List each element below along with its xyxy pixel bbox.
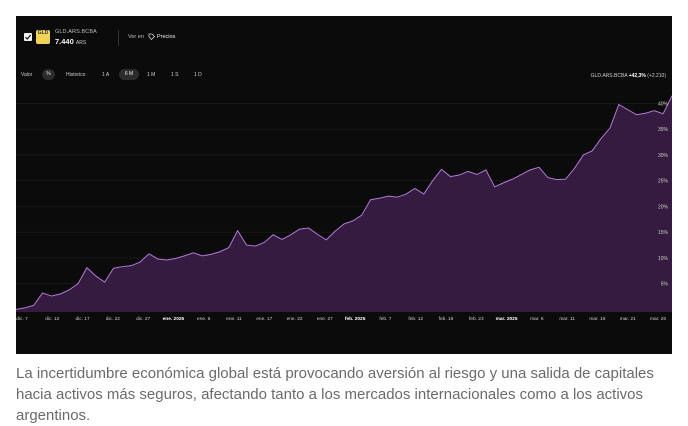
range-1d-button[interactable]: 1 D: [194, 72, 202, 78]
x-tick-label: feb. 2025: [345, 316, 366, 322]
y-tick-label: 40%: [658, 101, 669, 107]
checkbox[interactable]: [24, 33, 32, 41]
legend-change-abs: (+2.210): [647, 73, 666, 79]
y-tick-label: 10%: [658, 256, 669, 262]
range-1m-button[interactable]: 1 M: [147, 72, 156, 78]
check-icon: [25, 34, 32, 40]
x-tick-label: ene. 11: [226, 316, 242, 322]
range-1s-button[interactable]: 1 S: [171, 72, 179, 78]
legend-ticker: GLD.ARS.BCBA: [590, 73, 628, 79]
x-tick-label: ene. 6: [197, 316, 211, 322]
x-tick-label: feb. 23: [469, 316, 484, 322]
x-tick-label: mar. 26: [650, 316, 666, 322]
chart-toolbar: Valor % Historico 1 A 6 M 1 M 1 S 1 D: [16, 68, 672, 82]
tag-icon: [148, 33, 155, 40]
x-tick-label: dic. 17: [76, 316, 90, 322]
asset-price: 7.440 ARS: [55, 37, 86, 46]
range-6m-button[interactable]: 6 M: [119, 69, 139, 80]
image-caption: La incertidumbre económica global está p…: [16, 365, 654, 424]
y-tick-label: 20%: [658, 204, 669, 210]
price-chart[interactable]: 5% 10% 15% 20% 25% 30% 35% 40% dic. 7 dic. 12 dic…: [16, 16, 672, 354]
percent-toggle[interactable]: %: [42, 69, 55, 80]
value-toggle[interactable]: Valor: [21, 72, 33, 78]
asset-ticker: GLD.ARS.BCBA: [55, 29, 97, 35]
series-legend: GLD.ARS.BCBA +42,3% (+2.210): [591, 73, 666, 79]
y-tick-label: 5%: [661, 282, 669, 288]
range-1a-button[interactable]: 1 A: [102, 72, 110, 78]
x-tick-label: feb. 12: [408, 316, 423, 322]
y-tick-label: 15%: [658, 230, 669, 236]
y-tick-label: 35%: [658, 127, 669, 133]
chart-header: GLD GLD.ARS.BCBA 7.440 ARS Ver en Precio…: [16, 16, 672, 60]
x-tick-label: dic. 27: [136, 316, 150, 322]
x-tick-label: dic. 7: [16, 316, 28, 322]
price-currency: ARS: [75, 40, 87, 46]
legend-change-pct: +42,3%: [628, 73, 646, 79]
series-area: [16, 95, 672, 312]
asset-logo: GLD: [36, 30, 50, 44]
view-label: Ver en: [128, 34, 144, 40]
x-tick-label: mar. 2025: [496, 316, 518, 322]
x-tick-label: dic. 22: [106, 316, 120, 322]
y-tick-label: 25%: [658, 179, 669, 185]
view-target-link[interactable]: Precios: [157, 34, 176, 40]
chart-widget: 5% 10% 15% 20% 25% 30% 35% 40% dic. 7 dic. 12 dic…: [16, 16, 672, 354]
x-tick-label: ene. 22: [287, 316, 303, 322]
x-tick-label: dic. 12: [45, 316, 59, 322]
x-tick-label: mar. 21: [620, 316, 636, 322]
header-divider: [118, 30, 119, 46]
y-tick-label: 30%: [658, 153, 669, 159]
price-value: 7.440: [55, 37, 74, 46]
x-tick-label: mar. 6: [530, 316, 544, 322]
x-tick-label: ene. 27: [317, 316, 333, 322]
x-tick-label: feb. 18: [439, 316, 454, 322]
x-tick-label: mar. 11: [559, 316, 575, 322]
series-line: [16, 95, 672, 310]
x-tick-label: mar. 16: [589, 316, 605, 322]
history-toggle[interactable]: Historico: [66, 72, 86, 78]
x-tick-label: ene. 2025: [163, 316, 185, 322]
x-tick-label: feb. 7: [379, 316, 391, 322]
x-tick-label: ene. 17: [256, 316, 272, 322]
